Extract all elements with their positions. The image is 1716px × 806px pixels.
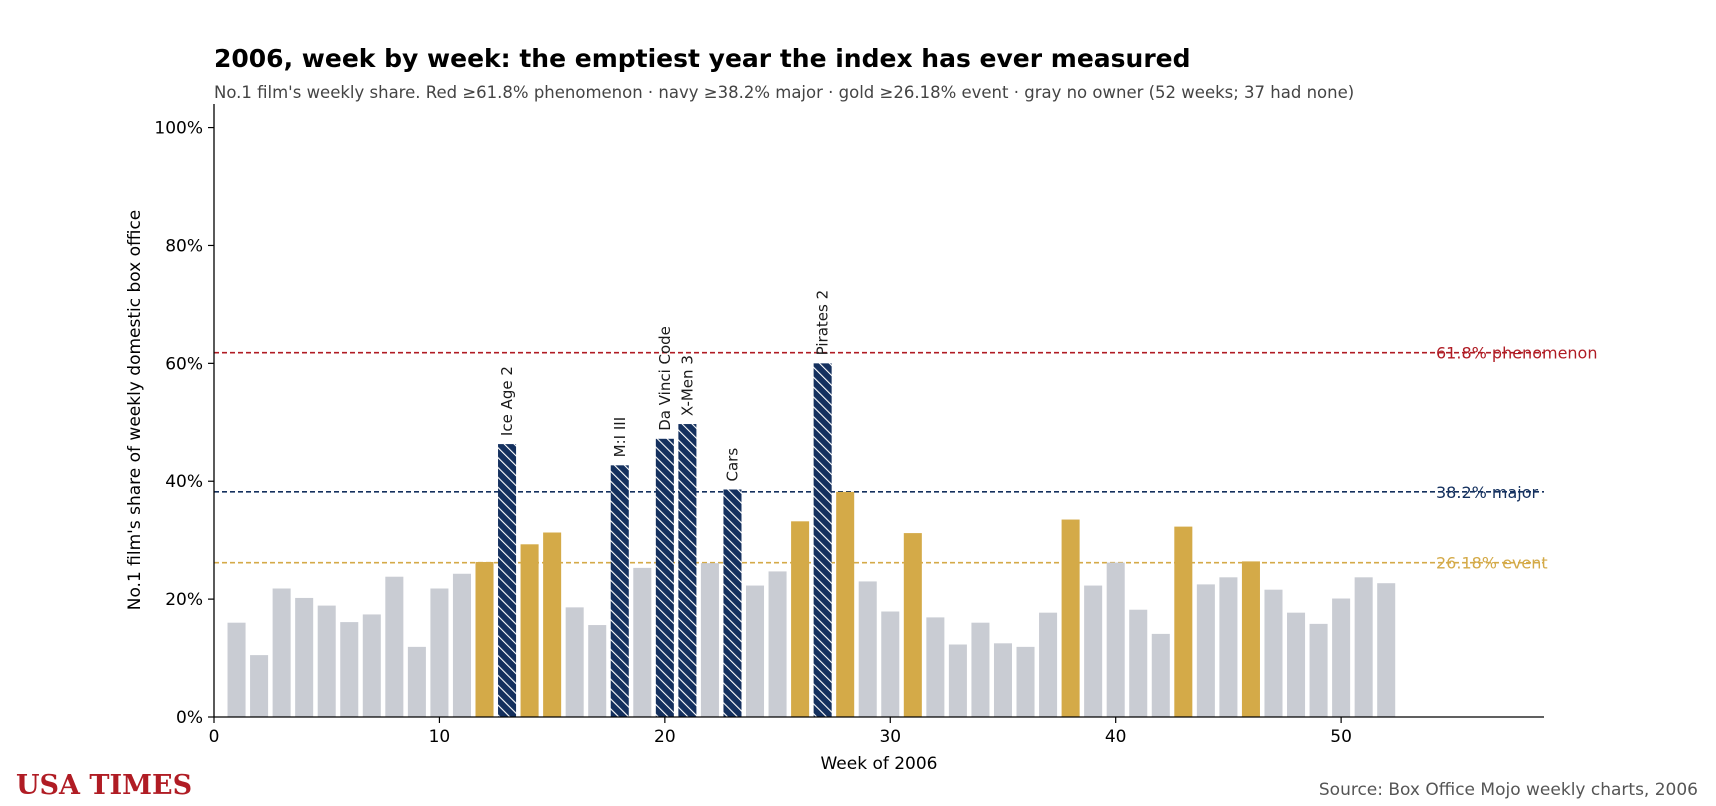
bar-week-5 <box>317 605 336 717</box>
bar-week-33 <box>948 644 967 717</box>
x-tick-label-0: 0 <box>209 727 220 747</box>
bar-label-4: Cars <box>723 448 741 482</box>
bar-week-13 <box>498 444 517 717</box>
bar-label-2: Da Vinci Code <box>656 326 674 431</box>
bar-week-11 <box>452 573 471 717</box>
threshold-label-2: 26.18% event <box>1436 554 1548 573</box>
x-tick-label-5: 50 <box>1330 727 1352 747</box>
bar-week-40 <box>1106 562 1125 717</box>
bar-week-36 <box>1016 646 1035 717</box>
bar-week-15 <box>543 532 562 717</box>
bar-label-1: M:I III <box>611 417 629 457</box>
bar-week-32 <box>926 617 945 717</box>
bar-week-27 <box>813 363 832 717</box>
bar-week-28 <box>836 491 855 717</box>
bar-week-39 <box>1084 585 1103 717</box>
bar-week-21 <box>678 424 697 717</box>
bar-week-47 <box>1264 589 1283 717</box>
bars <box>227 363 1396 717</box>
y-tick-label-1: 20% <box>165 590 203 610</box>
bar-week-52 <box>1377 583 1396 717</box>
bar-week-19 <box>633 567 652 717</box>
bar-week-48 <box>1287 612 1306 717</box>
bar-week-34 <box>971 622 990 717</box>
x-tick-label-4: 40 <box>1105 727 1127 747</box>
bar-week-6 <box>340 622 359 717</box>
bar-week-38 <box>1061 519 1080 717</box>
axes: 0 10 20 30 40 50 0% 20% 40% 60% 80% 100% <box>154 104 1544 747</box>
brand-logo: USA TIMES <box>16 770 193 801</box>
bar-week-24 <box>746 585 765 717</box>
chart-title: 2006, week by week: the emptiest year th… <box>214 44 1191 73</box>
bar-week-41 <box>1129 609 1148 717</box>
y-tick-label-2: 40% <box>165 472 203 492</box>
bar-label-5: Pirates 2 <box>814 290 832 355</box>
bar-week-51 <box>1354 577 1373 717</box>
bar-week-31 <box>903 533 922 717</box>
bar-week-50 <box>1332 598 1351 717</box>
bar-label-0: Ice Age 2 <box>498 366 516 436</box>
bar-week-26 <box>791 521 810 717</box>
bar-week-23 <box>723 489 742 717</box>
bar-week-12 <box>475 561 494 717</box>
bar-week-44 <box>1196 584 1215 717</box>
bar-week-22 <box>700 563 719 717</box>
bar-week-29 <box>858 581 877 717</box>
bar-week-49 <box>1309 623 1328 717</box>
y-tick-label-4: 80% <box>165 236 203 256</box>
x-tick-label-3: 30 <box>879 727 901 747</box>
x-tick-label-1: 10 <box>429 727 451 747</box>
y-axis-label: No.1 film's share of weekly domestic box… <box>125 210 145 611</box>
bar-week-1 <box>227 622 246 717</box>
bar-week-42 <box>1151 633 1170 717</box>
bar-week-16 <box>565 607 584 717</box>
x-tick-label-2: 20 <box>654 727 676 747</box>
bar-week-46 <box>1241 561 1260 717</box>
bar-week-43 <box>1174 526 1193 717</box>
bar-week-30 <box>881 611 900 717</box>
threshold-label-0: 61.8% phenomenon <box>1436 344 1597 363</box>
y-tick-label-3: 60% <box>165 354 203 374</box>
bar-labels: Ice Age 2 M:I III Da Vinci Code X-Men 3 Cars… <box>498 290 832 482</box>
bar-week-45 <box>1219 577 1238 717</box>
bar-week-25 <box>768 571 787 717</box>
y-tick-label-5: 100% <box>154 119 203 139</box>
source-note: Source: Box Office Mojo weekly charts, 2… <box>1318 780 1698 800</box>
bar-week-20 <box>655 438 674 717</box>
bar-week-17 <box>588 625 607 717</box>
chart-subtitle: No.1 film's weekly share. Red ≥61.8% phe… <box>214 83 1355 102</box>
bar-week-35 <box>993 643 1012 717</box>
threshold-label-1: 38.2% major <box>1436 483 1539 502</box>
bar-label-3: X-Men 3 <box>678 355 696 416</box>
y-tick-label-0: 0% <box>176 708 203 728</box>
bar-week-7 <box>362 614 381 717</box>
threshold-lines: 61.8% phenomenon 38.2% major 26.18% event <box>214 344 1597 573</box>
bar-week-3 <box>272 588 291 717</box>
bar-week-18 <box>610 465 629 717</box>
bar-week-37 <box>1039 612 1058 717</box>
bar-week-14 <box>520 544 539 717</box>
bar-week-8 <box>385 576 404 717</box>
x-axis-label: Week of 2006 <box>820 754 937 774</box>
bar-week-9 <box>407 646 426 717</box>
bar-week-10 <box>430 588 449 717</box>
bar-week-2 <box>250 655 269 717</box>
bar-week-4 <box>295 597 314 717</box>
